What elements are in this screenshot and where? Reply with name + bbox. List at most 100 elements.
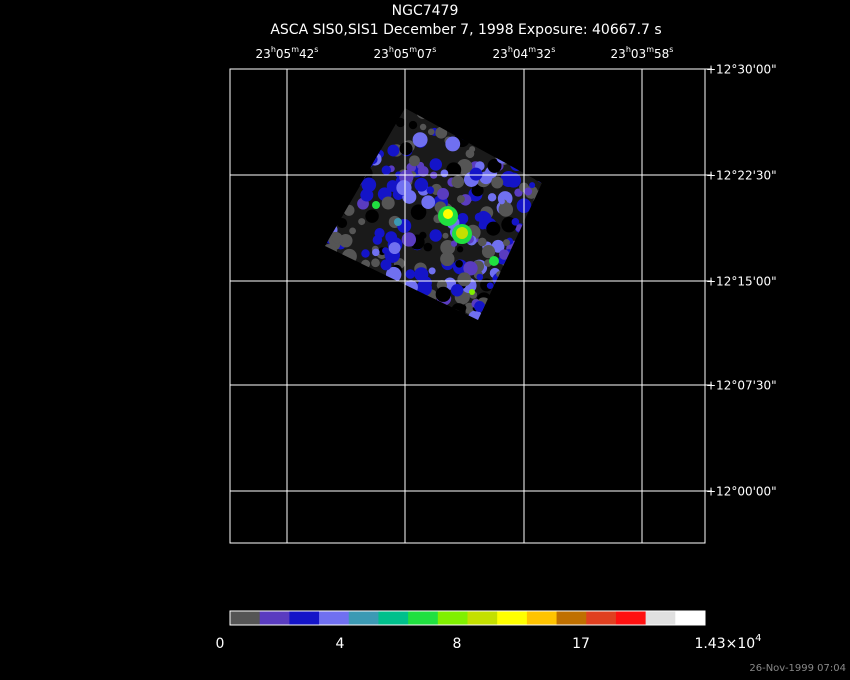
image-patch [381, 196, 395, 210]
colorbar-swatch [526, 611, 558, 625]
image-patch [408, 155, 420, 167]
image-patch [451, 175, 465, 189]
image-patch [371, 258, 380, 268]
image-patch [498, 198, 505, 205]
image-hotspot [443, 209, 453, 219]
image-hotspot [394, 218, 402, 226]
ra-unit: m [409, 45, 417, 54]
ra-unit: h [271, 45, 276, 54]
label-exponent: 4 [755, 633, 761, 644]
image-patch [380, 259, 392, 271]
image-patch [428, 267, 436, 275]
ra-value: 03 [631, 47, 646, 61]
colorbar-swatch [408, 611, 439, 625]
colorbar-swatch [289, 611, 320, 625]
ra-value: 04 [513, 47, 528, 61]
ra-label: 23h03m58s [611, 45, 674, 61]
ra-unit: h [626, 45, 631, 54]
image-patch [457, 272, 472, 287]
timestamp: 26-Nov-1999 07:04 [749, 663, 846, 674]
ra-unit: s [669, 45, 673, 54]
image-patch [395, 117, 406, 128]
ra-label: 23h04m32s [493, 45, 556, 61]
ra-unit: m [528, 45, 536, 54]
ra-value: 58 [654, 47, 669, 61]
image-patch [498, 249, 510, 260]
image-patch [442, 232, 449, 239]
image-patch [469, 146, 476, 153]
ra-value: 07 [417, 47, 432, 61]
image-patch [408, 120, 418, 130]
image-patch [360, 188, 374, 202]
image-patch [386, 180, 399, 192]
colorbar-swatch [378, 611, 409, 625]
image-patch [381, 165, 392, 175]
ra-value: 32 [536, 47, 551, 61]
colorbar-swatch [259, 611, 290, 625]
image-patch [358, 218, 366, 226]
colorbar-label: 4 [336, 636, 345, 652]
image-patch [511, 218, 520, 226]
image-patch [435, 126, 448, 139]
image-patch [486, 221, 501, 236]
dec-label: +12°07'30" [706, 379, 777, 393]
ra-value: 42 [299, 47, 314, 61]
colorbar-frame [229, 610, 706, 626]
image-patch [396, 180, 412, 196]
image-patch [450, 240, 458, 247]
ra-value: 23 [493, 47, 508, 61]
image-patch [414, 177, 429, 192]
ra-unit: h [389, 45, 394, 54]
ra-value: 23 [611, 47, 626, 61]
image-patch [491, 239, 505, 253]
colorbar-label: 1.43×104 [694, 633, 761, 652]
colorbar-swatch [348, 611, 379, 625]
frame [229, 68, 706, 544]
colorbar-swatch [497, 611, 528, 625]
image-patch [456, 246, 464, 253]
colorbar-swatch [437, 611, 468, 625]
image-patch [446, 162, 462, 178]
image-patch [437, 187, 449, 200]
image-patch [414, 267, 429, 282]
image-patch [426, 186, 435, 194]
dec-label: +12°22'30" [706, 169, 777, 183]
colorbar-swatch [586, 611, 617, 625]
image-patch [365, 209, 379, 223]
ra-unit: m [291, 45, 299, 54]
colorbar-swatch [319, 611, 350, 625]
image-patch [506, 172, 522, 188]
image-patch [349, 227, 356, 235]
image-hotspot [372, 201, 380, 209]
dec-label: +12°00'00" [706, 485, 777, 499]
image-patch [471, 184, 484, 197]
image-patch [524, 187, 533, 196]
image-patch [405, 269, 416, 279]
colorbar-swatch [230, 611, 261, 625]
image-patch [481, 245, 496, 259]
image-patch [423, 242, 433, 252]
ra-value: 05 [394, 47, 409, 61]
image-patch [374, 228, 385, 239]
image-patch [427, 128, 435, 136]
image-patch [487, 193, 497, 202]
subtitle: ASCA SIS0,SIS1 December 7, 1998 Exposure… [270, 22, 661, 38]
colorbar-label: 17 [572, 636, 590, 652]
colorbar-label: 0 [216, 636, 225, 652]
image-patch [399, 142, 413, 156]
image-patch [468, 310, 483, 320]
image-patch [503, 239, 511, 247]
colorbar-swatch [675, 611, 706, 625]
image-patch [498, 202, 514, 217]
image-patch [474, 212, 484, 222]
ra-unit: s [551, 45, 555, 54]
image-patch [410, 204, 427, 220]
image-patch [477, 237, 487, 247]
title: NGC7479 [392, 3, 459, 19]
image-patch [387, 144, 400, 157]
image-patch [361, 249, 370, 258]
image-patch [417, 165, 429, 177]
image-hotspot [456, 227, 468, 239]
image-patch [440, 251, 455, 267]
